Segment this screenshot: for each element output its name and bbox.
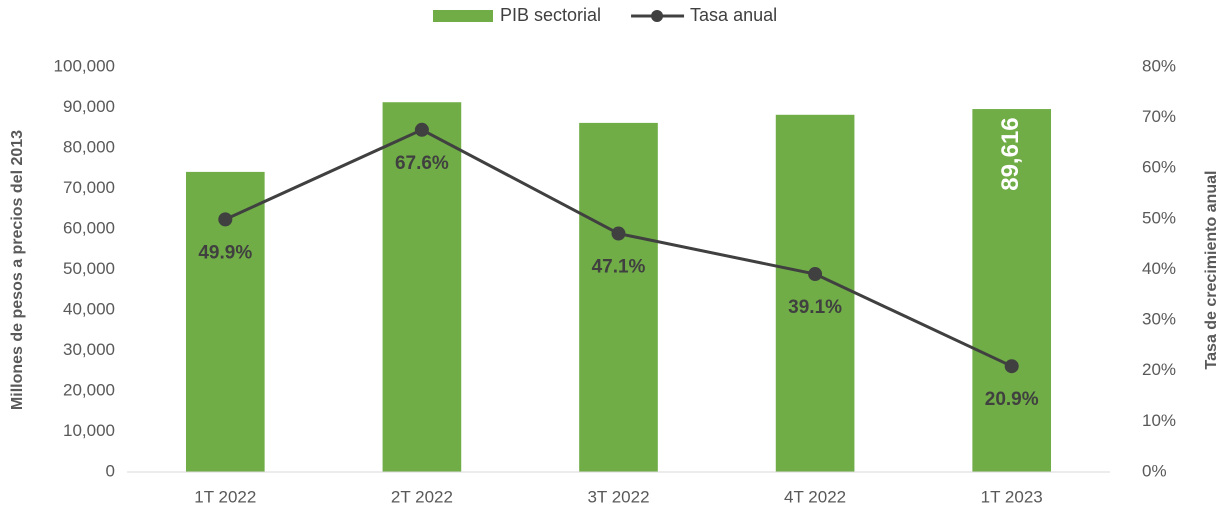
y-tick-label: 50,000 — [63, 259, 115, 278]
data-label: 89,616 — [997, 117, 1024, 190]
y2-tick-label: 40% — [1142, 259, 1176, 278]
data-label: 20.9% — [985, 389, 1039, 410]
bar — [579, 122, 658, 472]
legend-label: PIB sectorial — [500, 5, 601, 25]
y-tick-label: 90,000 — [63, 97, 115, 116]
x-tick-label: 4T 2022 — [784, 487, 846, 506]
marker — [611, 226, 626, 241]
bar — [775, 114, 855, 472]
y2-tick-label: 60% — [1142, 158, 1176, 177]
y-tick-label: 20,000 — [63, 380, 115, 399]
bar — [972, 109, 1052, 472]
bar — [382, 102, 462, 473]
marker — [414, 122, 429, 137]
y2-tick-label: 70% — [1142, 107, 1176, 126]
marker — [1004, 359, 1019, 374]
data-label: 47.1% — [592, 257, 646, 278]
data-label: 39.1% — [788, 297, 842, 318]
x-tick-label: 3T 2022 — [587, 487, 649, 506]
y2-tick-label: 20% — [1142, 360, 1176, 379]
x-tick-label: 1T 2023 — [981, 487, 1043, 506]
data-label: 49.9% — [198, 242, 252, 263]
data-label: 67.6% — [395, 153, 449, 174]
y-tick-label: 100,000 — [54, 56, 115, 75]
y-tick-label: 40,000 — [63, 299, 115, 318]
y-tick-label: 10,000 — [63, 421, 115, 440]
x-tick-label: 1T 2022 — [194, 487, 256, 506]
y-tick-label: 30,000 — [63, 340, 115, 359]
y2-tick-label: 10% — [1142, 411, 1176, 430]
y-tick-label: 70,000 — [63, 178, 115, 197]
legend-swatch — [433, 10, 493, 22]
legend-label: Tasa anual — [690, 5, 777, 25]
y-tick-label: 80,000 — [63, 137, 115, 156]
y-tick-label: 0 — [106, 461, 115, 480]
y2-tick-label: 30% — [1142, 310, 1176, 329]
marker — [808, 267, 823, 282]
y2-tick-label: 80% — [1142, 56, 1176, 75]
y2-tick-label: 50% — [1142, 208, 1176, 227]
y2-axis-title: Tasa de crecimiento anual — [1203, 171, 1220, 370]
y-tick-label: 60,000 — [63, 218, 115, 237]
x-tick-label: 2T 2022 — [391, 487, 453, 506]
y2-tick-label: 0% — [1142, 461, 1167, 480]
legend-swatch — [651, 10, 664, 22]
y-axis-title: Millones de pesos a precios del 2013 — [9, 130, 26, 410]
marker — [218, 212, 233, 227]
